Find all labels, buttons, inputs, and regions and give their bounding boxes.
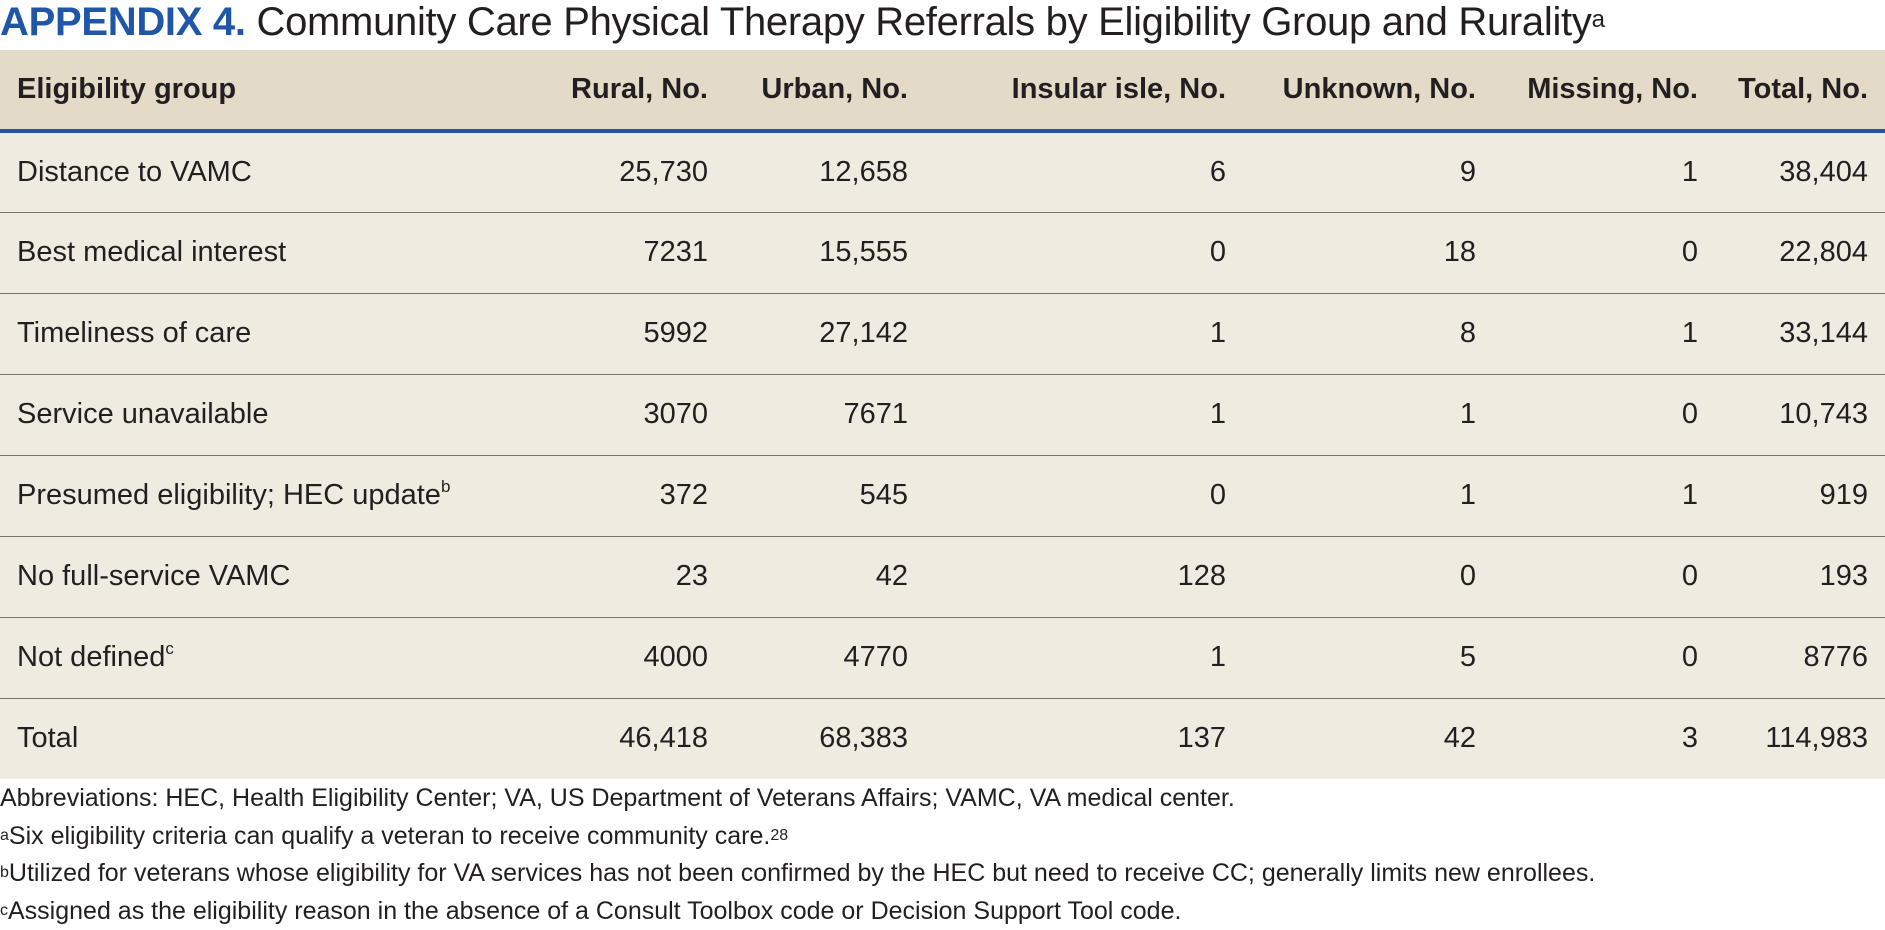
cell-unknown: 1: [1243, 374, 1493, 455]
table-row: Presumed eligibility; HEC updateb 372 54…: [0, 455, 1885, 536]
row-label: Service unavailable: [0, 374, 520, 455]
row-label: Total: [0, 698, 520, 779]
page-title: APPENDIX 4. Community Care Physical Ther…: [0, 0, 1605, 50]
cell-insular-isle: 1: [925, 293, 1243, 374]
col-header-eligibility-group: Eligibility group: [0, 50, 520, 131]
cell-insular-isle: 0: [925, 212, 1243, 293]
footnote-b: bUtilized for veterans whose eligibility…: [0, 855, 1885, 893]
cell-urban: 27,142: [725, 293, 925, 374]
cell-total: 193: [1715, 536, 1885, 617]
cell-missing: 0: [1493, 536, 1715, 617]
cell-missing: 0: [1493, 374, 1715, 455]
abbreviations-note: Abbreviations: HEC, Health Eligibility C…: [0, 780, 1885, 818]
cell-missing: 3: [1493, 698, 1715, 779]
cell-insular-isle: 128: [925, 536, 1243, 617]
cell-urban: 7671: [725, 374, 925, 455]
footnote-c-mark: c: [0, 902, 8, 919]
table-row: Not definedc 4000 4770 1 5 0 8776: [0, 617, 1885, 698]
table-row: Service unavailable 3070 7671 1 1 0 10,7…: [0, 374, 1885, 455]
cell-rural: 3070: [520, 374, 725, 455]
cell-rural: 46,418: [520, 698, 725, 779]
table-header-row: Eligibility group Rural, No. Urban, No. …: [0, 50, 1885, 131]
cell-missing: 0: [1493, 617, 1715, 698]
row-label-text: Total: [17, 722, 78, 754]
row-label: Best medical interest: [0, 212, 520, 293]
col-header-urban: Urban, No.: [725, 50, 925, 131]
footnote-c: cAssigned as the eligibility reason in t…: [0, 893, 1885, 930]
cell-missing: 1: [1493, 131, 1715, 212]
cell-rural: 5992: [520, 293, 725, 374]
cell-unknown: 18: [1243, 212, 1493, 293]
row-label-text: Not defined: [17, 641, 165, 673]
cell-unknown: 1: [1243, 455, 1493, 536]
cell-rural: 372: [520, 455, 725, 536]
row-label: Presumed eligibility; HEC updateb: [0, 455, 520, 536]
cell-urban: 15,555: [725, 212, 925, 293]
cell-rural: 4000: [520, 617, 725, 698]
col-header-unknown: Unknown, No.: [1243, 50, 1493, 131]
referrals-table: Eligibility group Rural, No. Urban, No. …: [0, 50, 1885, 779]
row-footnote-mark: b: [441, 477, 450, 496]
title-footnote-mark: a: [1592, 6, 1605, 33]
footnote-b-text: Utilized for veterans whose eligibility …: [9, 859, 1595, 887]
cell-rural: 7231: [520, 212, 725, 293]
footnote-a-reference: 28: [770, 827, 788, 844]
cell-urban: 545: [725, 455, 925, 536]
row-label-text: Best medical interest: [17, 236, 286, 268]
row-footnote-mark: c: [165, 639, 174, 658]
cell-urban: 42: [725, 536, 925, 617]
cell-insular-isle: 0: [925, 455, 1243, 536]
cell-rural: 23: [520, 536, 725, 617]
cell-insular-isle: 6: [925, 131, 1243, 212]
row-label: Distance to VAMC: [0, 131, 520, 212]
col-header-insular-isle: Insular isle, No.: [925, 50, 1243, 131]
cell-missing: 0: [1493, 212, 1715, 293]
footnote-a-text: Six eligibility criteria can qualify a v…: [9, 822, 770, 850]
footnote-a-mark: a: [0, 827, 9, 844]
cell-urban: 68,383: [725, 698, 925, 779]
row-label-text: Presumed eligibility; HEC update: [17, 479, 441, 511]
row-label-text: Distance to VAMC: [17, 156, 252, 188]
row-label-text: No full-service VAMC: [17, 560, 290, 592]
footnote-a: aSix eligibility criteria can qualify a …: [0, 818, 1885, 856]
cell-unknown: 9: [1243, 131, 1493, 212]
cell-unknown: 42: [1243, 698, 1493, 779]
footnote-b-mark: b: [0, 864, 9, 881]
cell-insular-isle: 137: [925, 698, 1243, 779]
footnote-c-text: Assigned as the eligibility reason in th…: [8, 897, 1181, 925]
table-row-total: Total 46,418 68,383 137 42 3 114,983: [0, 698, 1885, 779]
cell-urban: 4770: [725, 617, 925, 698]
cell-missing: 1: [1493, 455, 1715, 536]
row-label-text: Timeliness of care: [17, 317, 251, 349]
cell-total: 919: [1715, 455, 1885, 536]
cell-total: 114,983: [1715, 698, 1885, 779]
appendix-label: APPENDIX 4.: [0, 0, 246, 44]
cell-total: 8776: [1715, 617, 1885, 698]
col-header-rural: Rural, No.: [520, 50, 725, 131]
table-footnotes: Abbreviations: HEC, Health Eligibility C…: [0, 780, 1885, 930]
cell-missing: 1: [1493, 293, 1715, 374]
col-header-missing: Missing, No.: [1493, 50, 1715, 131]
col-header-total: Total, No.: [1715, 50, 1885, 131]
cell-total: 22,804: [1715, 212, 1885, 293]
cell-insular-isle: 1: [925, 617, 1243, 698]
table-row: No full-service VAMC 23 42 128 0 0 193: [0, 536, 1885, 617]
cell-total: 33,144: [1715, 293, 1885, 374]
cell-unknown: 0: [1243, 536, 1493, 617]
cell-insular-isle: 1: [925, 374, 1243, 455]
row-label: No full-service VAMC: [0, 536, 520, 617]
cell-unknown: 8: [1243, 293, 1493, 374]
table-row: Timeliness of care 5992 27,142 1 8 1 33,…: [0, 293, 1885, 374]
title-text: Community Care Physical Therapy Referral…: [257, 0, 1592, 44]
table-row: Best medical interest 7231 15,555 0 18 0…: [0, 212, 1885, 293]
cell-total: 38,404: [1715, 131, 1885, 212]
cell-unknown: 5: [1243, 617, 1493, 698]
row-label-text: Service unavailable: [17, 398, 268, 430]
cell-rural: 25,730: [520, 131, 725, 212]
table-row: Distance to VAMC 25,730 12,658 6 9 1 38,…: [0, 131, 1885, 212]
row-label: Not definedc: [0, 617, 520, 698]
cell-urban: 12,658: [725, 131, 925, 212]
cell-total: 10,743: [1715, 374, 1885, 455]
row-label: Timeliness of care: [0, 293, 520, 374]
